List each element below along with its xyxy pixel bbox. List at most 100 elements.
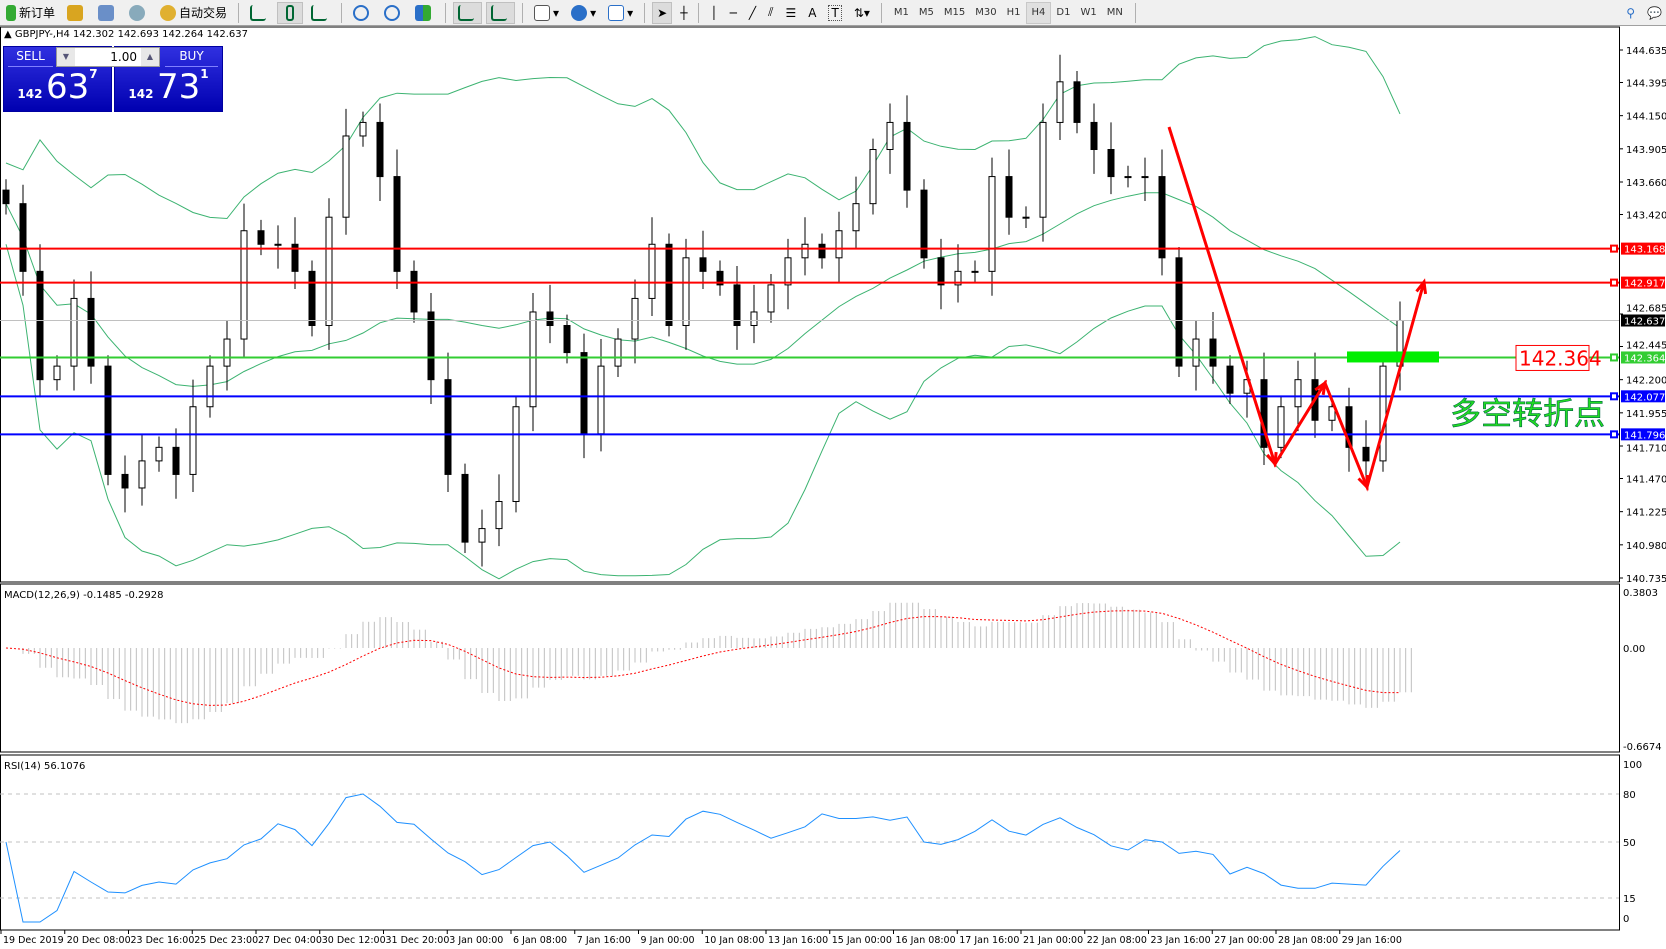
separator (644, 2, 646, 23)
candlestick-button[interactable] (277, 1, 304, 24)
level-handle[interactable] (1610, 430, 1618, 439)
cursor-button[interactable]: ➤ (652, 1, 673, 24)
candle-body (325, 216, 333, 327)
autoscroll-button[interactable] (453, 1, 483, 24)
signals-button[interactable] (125, 2, 152, 24)
time-tick-label: 7 Jan 16:00 (577, 935, 631, 946)
sell-button[interactable]: SELL (8, 49, 53, 67)
candle-body (835, 230, 843, 259)
candle-body (376, 121, 384, 178)
lot-size-input[interactable]: 1.00 (110, 50, 137, 64)
candle-body (597, 365, 605, 435)
macd-plot (5, 602, 1412, 724)
candle-body (342, 135, 350, 218)
time-tick-label: 16 Jan 08:00 (896, 935, 956, 946)
time-tick-label: 6 Jan 08:00 (513, 935, 567, 946)
zoom-out-button[interactable] (380, 2, 407, 24)
rsi-line (5, 793, 1401, 923)
market-watch-button[interactable] (94, 2, 121, 24)
timeframe-w1[interactable]: W1 (1080, 7, 1097, 18)
arrows-button[interactable]: ⇅▾ (850, 2, 874, 24)
bar-chart-button[interactable] (246, 2, 273, 24)
arrows-icon: ⇅▾ (853, 5, 870, 20)
templates-button[interactable]: ▾ (604, 2, 637, 24)
lot-size-stepper[interactable]: ▼ 1.00 ▲ (56, 47, 160, 67)
candle-body (1124, 176, 1132, 179)
time-tick-label: 23 Dec 16:00 (131, 935, 195, 946)
fibo-fan-button[interactable]: ☰ (781, 2, 800, 24)
timeframe-mn[interactable]: MN (1106, 7, 1123, 18)
price-tick-label: 142.445 (1626, 340, 1666, 351)
separator (445, 2, 447, 23)
horizontal-line-button[interactable]: ─ (726, 2, 741, 24)
timeframe-m15[interactable]: M15 (943, 7, 966, 18)
lot-decrease-button[interactable]: ▼ (57, 48, 75, 66)
time-tick-label: 27 Jan 00:00 (1214, 935, 1274, 946)
price-tick-label: 141.470 (1626, 474, 1666, 485)
templates-icon (608, 4, 625, 21)
timeframe-h4[interactable]: H4 (1025, 1, 1052, 24)
candle-body (1022, 216, 1030, 219)
candle-body (427, 311, 435, 381)
text-label-icon: T (828, 4, 842, 21)
chart-canvas[interactable]: 144.635 144.395 144.150 143.905 143.660 143.4… (0, 26, 1666, 949)
price-tick-label: 144.150 (1626, 112, 1666, 123)
candle-body (291, 243, 299, 272)
zoom-in-button[interactable] (349, 2, 376, 24)
vertical-line-button[interactable]: │ (706, 2, 721, 24)
auto-trading-button[interactable]: 自动交易 (156, 2, 231, 24)
timeframe-m1[interactable]: M1 (893, 7, 909, 18)
arrow-head-icon (1266, 451, 1278, 468)
text-button[interactable]: A (804, 2, 820, 24)
candle-body (444, 379, 452, 475)
candle-body (852, 203, 860, 232)
timeframe-m30[interactable]: M30 (975, 7, 997, 18)
time-tick-label: 9 Jan 00:00 (641, 935, 695, 946)
new-order-button[interactable]: 新订单 (2, 2, 59, 24)
periods-button[interactable]: ▾ (567, 2, 600, 24)
level-handle[interactable] (1610, 278, 1618, 287)
lot-increase-button[interactable]: ▲ (141, 48, 159, 66)
experts-button[interactable] (63, 2, 90, 24)
candle-body (308, 270, 316, 327)
level-handle[interactable] (1610, 392, 1618, 401)
text-label-button[interactable]: T (824, 2, 845, 24)
candle-body (36, 270, 44, 381)
trendline-button[interactable]: ╱ (745, 2, 760, 24)
candle-body (1362, 446, 1370, 462)
candle-body (801, 243, 809, 259)
candle-body (648, 243, 656, 299)
sell-price: 142 637 (17, 67, 98, 107)
chat-button[interactable]: 💬 (1643, 2, 1666, 24)
arrow-head-icon (1314, 379, 1328, 396)
rsi-tick-label: 50 (1623, 838, 1636, 849)
candle-body (971, 270, 979, 273)
candle-body (359, 121, 367, 137)
candle-body (70, 297, 78, 367)
price-tick-label: 140.735 (1626, 574, 1666, 585)
one-click-trading-panel: SELL 142 637 BUY 142 731 ▼ 1.00 ▲ (3, 46, 223, 112)
zoom-out-icon (384, 4, 401, 21)
candle-body (53, 365, 61, 381)
candle-body (410, 270, 418, 313)
timeframe-m5[interactable]: M5 (918, 7, 934, 18)
candle-body (614, 338, 622, 367)
indicators-button[interactable]: ▾ (530, 2, 563, 24)
line-chart-button[interactable] (307, 2, 334, 24)
crosshair-button[interactable]: ┼ (676, 2, 691, 24)
search-button[interactable]: ⚲ (1622, 2, 1639, 24)
chart-shift-button[interactable] (486, 1, 516, 24)
arrow-head-icon (1357, 474, 1369, 491)
candle-body (546, 311, 554, 327)
tile-windows-button[interactable] (411, 2, 438, 24)
rsi-tick-label: 15 (1623, 894, 1636, 905)
level-handle[interactable] (1610, 353, 1618, 362)
buy-button[interactable]: BUY (165, 49, 218, 67)
candle-body (1141, 176, 1149, 179)
timeframe-d1[interactable]: D1 (1056, 7, 1071, 18)
candle-body (87, 297, 95, 367)
level-handle[interactable] (1610, 244, 1618, 253)
fibonacci-button[interactable]: ⫽ (764, 2, 777, 24)
timeframe-h1[interactable]: H1 (1006, 7, 1021, 18)
auto-trading-icon (160, 4, 177, 21)
